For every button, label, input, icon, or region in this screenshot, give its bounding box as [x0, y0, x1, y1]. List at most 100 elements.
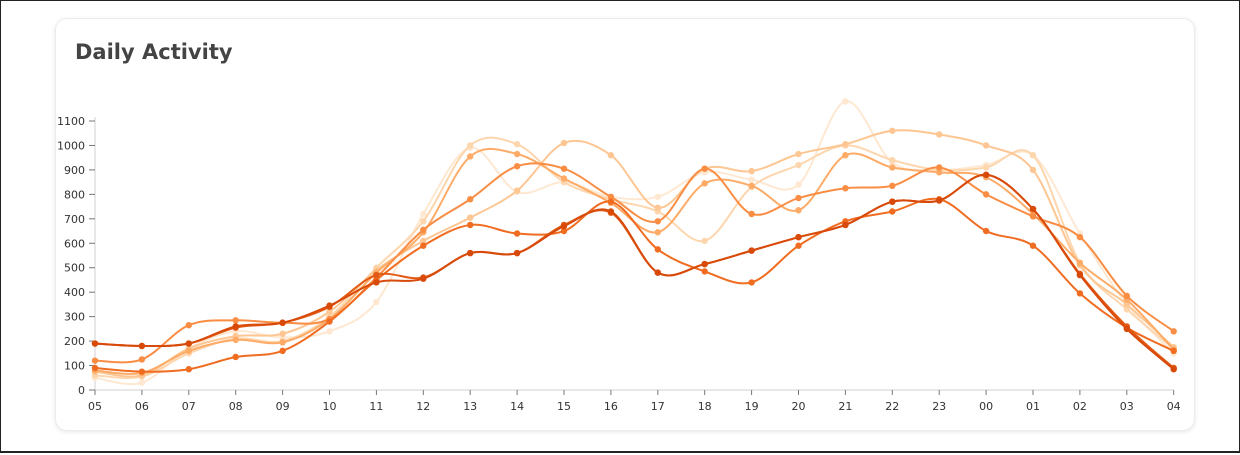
data-point: [232, 353, 239, 361]
chart-title: Daily Activity: [75, 40, 233, 64]
data-point: [232, 323, 239, 330]
x-tick-label: 10: [323, 400, 337, 413]
y-tick-label: 600: [64, 237, 85, 250]
data-point: [748, 176, 755, 183]
x-tick-label: 04: [1167, 400, 1181, 413]
data-point: [748, 182, 755, 190]
data-point: [513, 230, 521, 237]
y-tick-label: 500: [64, 262, 85, 275]
data-point: [1123, 306, 1131, 313]
data-point: [795, 161, 802, 169]
data-point: [842, 98, 849, 105]
data-point: [185, 321, 192, 329]
data-point: [748, 279, 755, 286]
data-point: [420, 275, 427, 282]
y-tick-label: 700: [64, 213, 85, 226]
data-point: [420, 218, 427, 225]
data-point: [654, 193, 661, 201]
y-tick-label: 400: [64, 286, 85, 299]
x-tick-label: 03: [1120, 400, 1134, 413]
data-point: [1170, 347, 1177, 355]
x-tick-label: 16: [604, 400, 618, 413]
data-point: [795, 242, 802, 249]
data-point: [889, 182, 896, 190]
data-point: [795, 233, 802, 241]
x-tick-label: 05: [88, 400, 102, 413]
data-point: [91, 340, 99, 347]
data-point: [701, 180, 708, 187]
data-point: [467, 196, 474, 203]
data-point: [1170, 328, 1177, 335]
data-point: [936, 169, 943, 176]
x-tick-label: 06: [135, 400, 149, 413]
data-point: [654, 246, 661, 253]
series-layer: [91, 98, 1177, 386]
data-point: [1076, 259, 1084, 267]
y-tick-label: 300: [64, 311, 85, 324]
data-point: [607, 152, 615, 159]
data-point: [889, 156, 896, 164]
data-point: [232, 336, 239, 344]
data-point: [748, 247, 755, 254]
data-point: [467, 153, 474, 160]
y-tick-label: 800: [64, 188, 85, 201]
data-point: [701, 268, 708, 275]
data-point: [138, 342, 146, 350]
y-tick-label: 200: [64, 335, 85, 348]
data-point: [654, 269, 661, 276]
data-point: [795, 181, 802, 188]
data-point: [420, 242, 427, 249]
data-point: [513, 150, 521, 158]
data-point: [91, 364, 99, 372]
x-tick-label: 00: [979, 400, 993, 413]
x-tick-label: 19: [745, 400, 759, 413]
x-tick-label: 01: [1026, 400, 1040, 413]
data-point: [748, 167, 755, 175]
data-point: [701, 260, 708, 268]
data-point: [1029, 213, 1037, 220]
data-point: [1170, 366, 1177, 373]
data-point: [982, 164, 990, 171]
data-point: [420, 237, 427, 245]
data-point: [654, 229, 661, 236]
x-tick-label: 09: [276, 400, 290, 413]
data-point: [513, 249, 521, 257]
x-tick-label: 07: [182, 400, 196, 413]
data-point: [1029, 242, 1037, 249]
x-tick-label: 13: [463, 400, 477, 413]
data-point: [607, 198, 615, 205]
data-point: [889, 127, 896, 134]
data-point: [982, 191, 990, 198]
y-tick-label: 900: [64, 164, 85, 177]
data-point: [467, 214, 474, 221]
data-point: [467, 249, 474, 257]
data-point: [326, 308, 333, 315]
data-point: [889, 208, 896, 215]
data-point: [1123, 301, 1131, 308]
data-point: [513, 141, 521, 148]
data-point: [842, 221, 849, 229]
data-point: [1076, 290, 1084, 297]
data-point: [420, 226, 427, 234]
data-point: [1076, 271, 1084, 279]
data-point: [560, 222, 568, 230]
data-point: [420, 210, 427, 218]
data-point: [889, 198, 896, 205]
data-point: [795, 207, 802, 214]
x-tick-label: 21: [838, 400, 852, 413]
y-tick-label: 1100: [57, 115, 85, 128]
data-point: [185, 340, 192, 347]
data-point: [654, 218, 661, 225]
data-point: [467, 142, 474, 149]
data-point: [982, 171, 990, 178]
data-point: [1123, 325, 1131, 333]
data-point: [607, 208, 615, 215]
data-point: [842, 141, 849, 148]
data-point: [373, 271, 380, 279]
x-tick-label: 20: [792, 400, 806, 413]
data-point: [1029, 152, 1037, 159]
data-point: [842, 185, 849, 192]
chart-card: [55, 18, 1195, 431]
data-point: [654, 204, 661, 212]
